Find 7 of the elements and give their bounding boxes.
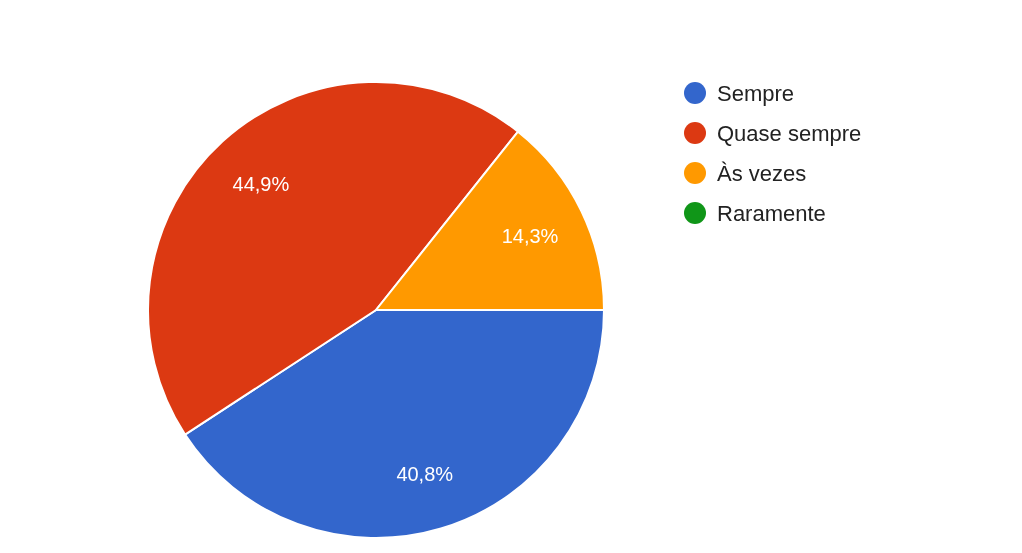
legend-label: Raramente (717, 200, 826, 226)
legend-label: Às vezes (717, 160, 807, 186)
legend-label: Sempre (717, 80, 795, 106)
data-label: 40,8% (396, 462, 454, 485)
data-label: 14,3% (501, 224, 559, 247)
data-label: 44,9% (232, 172, 290, 195)
legend-label: Quase sempre (717, 120, 862, 146)
